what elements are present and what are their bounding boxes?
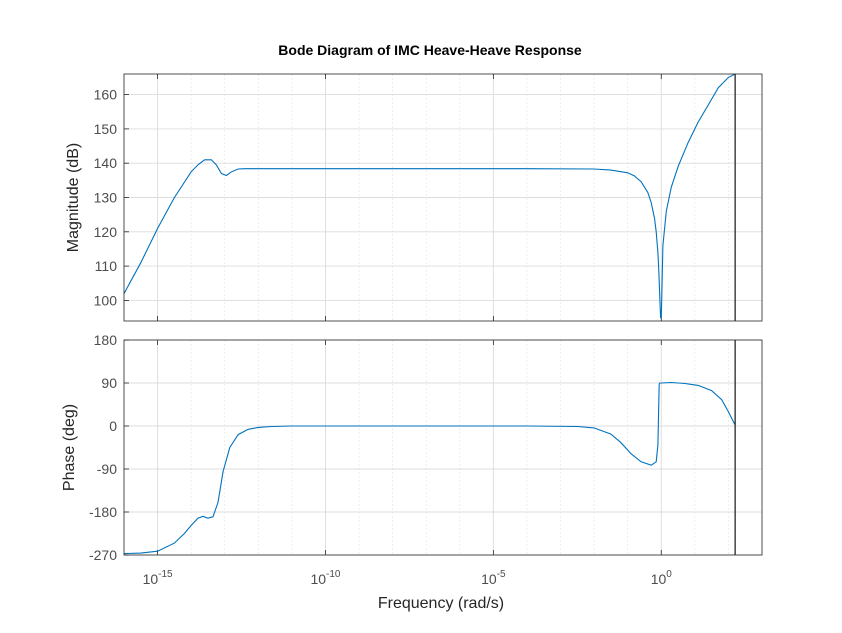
ph-y-tick-label: 90 bbox=[101, 375, 117, 391]
ph-y-tick-label: -270 bbox=[89, 547, 117, 563]
phase-plot: 180 90 0 -90 -180 -270 Phase (deg) bbox=[61, 332, 763, 563]
x-tick-base: 10 bbox=[481, 571, 497, 587]
x-tick-label: 10-10 bbox=[310, 569, 340, 587]
x-tick-exponent: -5 bbox=[497, 569, 506, 580]
phase-axes-box bbox=[123, 339, 763, 556]
x-tick-base: 10 bbox=[651, 571, 667, 587]
mag-y-tick-label: 150 bbox=[94, 121, 118, 137]
ph-y-tick-label: -180 bbox=[89, 504, 117, 520]
magnitude-axes-box bbox=[123, 73, 763, 322]
magnitude-y-ticks: 100 110 120 130 140 150 160 bbox=[94, 87, 118, 309]
x-tick-base: 10 bbox=[143, 571, 159, 587]
mag-y-tick-label: 110 bbox=[95, 258, 118, 274]
phase-y-ticks: 180 90 0 -90 -180 -270 bbox=[89, 332, 117, 563]
mag-y-tick-label: 130 bbox=[94, 190, 118, 206]
mag-y-tick-label: 100 bbox=[94, 292, 118, 308]
x-tick-label: 100 bbox=[651, 569, 673, 587]
phase-series-line bbox=[123, 381, 736, 555]
x-tick-exponent: -15 bbox=[158, 569, 173, 580]
magnitude-y-label: Magnitude (dB) bbox=[65, 143, 82, 252]
x-tick-base: 10 bbox=[310, 571, 326, 587]
magnitude-grid bbox=[123, 74, 763, 321]
mag-y-tick-label: 160 bbox=[94, 87, 118, 103]
mag-y-tick-label: 140 bbox=[94, 155, 118, 171]
x-tick-label: 10-15 bbox=[143, 569, 173, 587]
mag-y-tick-label: 120 bbox=[94, 224, 118, 240]
x-tick-exponent: 0 bbox=[666, 569, 672, 580]
frequency-x-ticks: 10-15 10-10 10-5 100 bbox=[143, 569, 673, 587]
x-axis-label: Frequency (rad/s) bbox=[378, 595, 504, 612]
ph-y-tick-label: -90 bbox=[97, 461, 117, 477]
x-tick-exponent: -10 bbox=[326, 569, 341, 580]
x-tick-label: 10-5 bbox=[481, 569, 506, 587]
phase-y-label: Phase (deg) bbox=[61, 404, 78, 491]
ph-y-tick-label: 0 bbox=[109, 418, 117, 434]
magnitude-plot: 100 110 120 130 140 150 160 Magnitude (dB) bbox=[65, 73, 763, 322]
magnitude-series-line bbox=[123, 73, 736, 319]
ph-y-tick-label: 180 bbox=[94, 332, 118, 348]
chart-title: Bode Diagram of IMC Heave-Heave Response bbox=[278, 42, 582, 58]
